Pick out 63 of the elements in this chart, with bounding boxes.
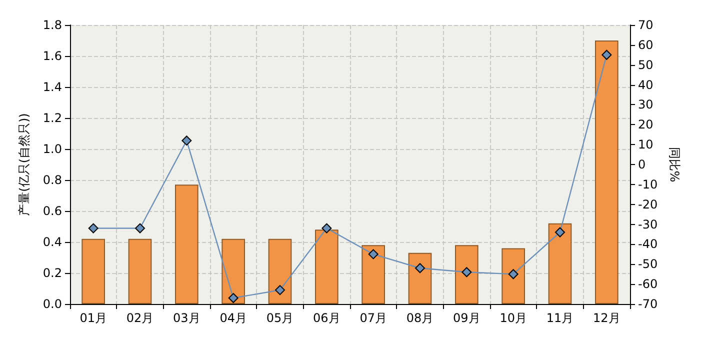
point: [322, 223, 332, 234]
y-tick-label: 0.0: [42, 297, 62, 311]
x-tick-label: 06月: [313, 311, 340, 325]
y-tick-label: 1.0: [42, 142, 62, 156]
x-tick-label: 11月: [546, 311, 574, 325]
x-tick-label: 12月: [593, 311, 620, 325]
y2-tick-label: 30: [638, 98, 654, 112]
point: [415, 263, 425, 274]
point: [508, 269, 518, 280]
y-tick-label: 0.4: [42, 235, 62, 249]
point: [555, 227, 565, 238]
y2-tick-label: 40: [638, 78, 654, 92]
y2-tick-label: 20: [638, 118, 654, 132]
bar: [595, 40, 618, 304]
bar: [502, 248, 525, 304]
y2-tick-label: 70: [638, 18, 654, 32]
x-tick-label: 10月: [500, 311, 527, 325]
x-tick-label: 02月: [126, 311, 154, 325]
bar: [128, 238, 152, 304]
y2-tick-label: -30: [638, 217, 658, 232]
y-tick-label: 0.8: [42, 173, 62, 187]
point: [88, 223, 98, 234]
x-tick-label: 09月: [453, 311, 480, 325]
x-tick-label: 04月: [220, 311, 247, 325]
bar: [455, 245, 478, 304]
y-tick-label: 0.6: [42, 204, 62, 218]
y-tick-label: 1.4: [42, 80, 62, 94]
bar: [408, 252, 432, 304]
point: [228, 293, 238, 304]
y2-tick-label: -70: [638, 297, 658, 311]
bar: [222, 238, 245, 304]
bar: [315, 230, 338, 304]
point: [275, 285, 285, 296]
point: [462, 267, 472, 278]
bar: [175, 184, 198, 304]
point: [602, 50, 612, 60]
x-tick-label: 01月: [80, 311, 107, 325]
point: [182, 136, 192, 146]
y2-tick-label: -20: [638, 197, 658, 212]
bar: [268, 238, 292, 304]
y-tick-label: 0.2: [42, 266, 62, 280]
y2-tick-label: 50: [638, 58, 654, 72]
y-tick-label: 1.2: [42, 111, 62, 125]
y2-tick-label: -50: [638, 257, 658, 272]
x-tick-label: 05月: [266, 311, 294, 325]
y2-tick-label: 60: [638, 38, 654, 52]
y2-axis-title: 同比%: [668, 146, 682, 182]
y-tick-label: 1.6: [42, 49, 62, 63]
x-tick-label: 07月: [360, 311, 387, 325]
point: [368, 249, 378, 260]
y-tick-label: 1.8: [42, 18, 62, 32]
y2-tick-label: -40: [638, 237, 658, 252]
x-tick-label: 08月: [406, 311, 434, 325]
y2-tick-label: -10: [638, 177, 658, 192]
bar: [82, 238, 105, 304]
y2-tick-label: 10: [638, 138, 654, 152]
point: [135, 223, 145, 234]
y-axis-title: 产量(亿只(自然只)): [17, 113, 31, 216]
y2-tick-label: -60: [638, 277, 658, 292]
bar: [362, 245, 385, 304]
bar: [548, 223, 572, 304]
x-tick-label: 03月: [173, 311, 200, 325]
y2-tick-label: 0: [638, 158, 646, 172]
